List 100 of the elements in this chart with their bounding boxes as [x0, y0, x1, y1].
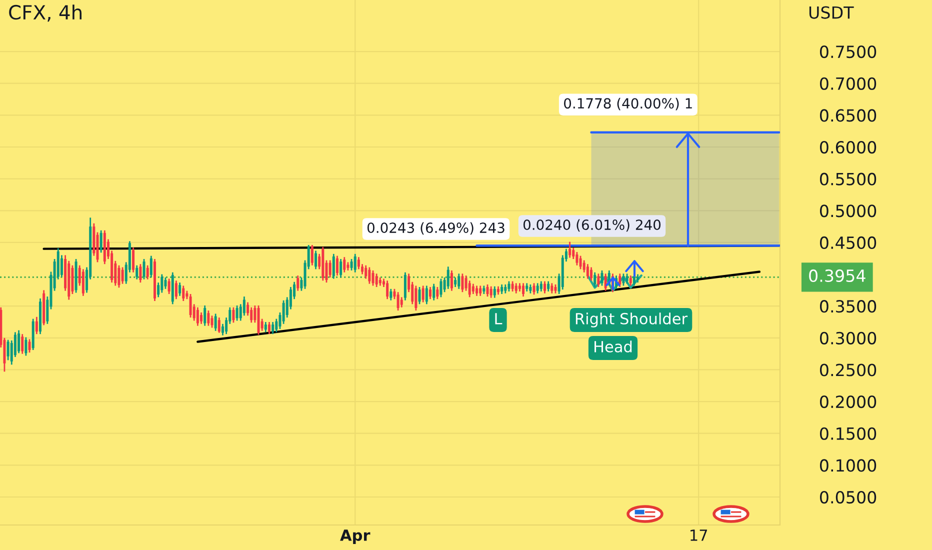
- y-tick-label: 0.2500: [820, 364, 876, 376]
- candlestick: [264, 321, 267, 333]
- candlestick: [629, 274, 632, 286]
- candlestick: [532, 282, 536, 296]
- annotation: Right Shoulder: [576, 312, 688, 328]
- ref-line-label: 0.3954: [809, 269, 866, 282]
- candlestick: [100, 230, 102, 254]
- y-tick-label: 0.1500: [820, 427, 876, 440]
- candlestick: [121, 266, 124, 285]
- candlestick: [372, 270, 374, 286]
- candlestick: [296, 274, 300, 292]
- annotation: 0.0243 (6.49%) 243: [367, 222, 504, 235]
- candlestick: [168, 278, 170, 295]
- annotation: 0.1778 (40.00%) 1: [564, 98, 692, 110]
- candlestick: [118, 264, 120, 288]
- candlestick: [132, 246, 135, 274]
- candlestick: [242, 296, 246, 316]
- candlestick: [272, 321, 274, 335]
- candlestick: [136, 264, 138, 280]
- y-tick-label: 0.0500: [820, 490, 876, 504]
- candlestick: [490, 286, 492, 299]
- candlestick: [508, 280, 510, 292]
- candlestick: [275, 318, 278, 333]
- candlestick: [400, 296, 403, 308]
- candlestick: [332, 253, 335, 280]
- candlestick: [164, 276, 167, 290]
- candlestick: [468, 280, 471, 298]
- candlestick: [139, 263, 142, 284]
- candlestick: [340, 258, 342, 278]
- y-axis-title: USDT: [809, 6, 854, 19]
- candlestick: [597, 272, 600, 288]
- candlestick: [232, 306, 235, 324]
- candlestick: [622, 272, 625, 286]
- candlestick: [28, 338, 31, 354]
- candlestick: [425, 285, 428, 305]
- candlestick: [204, 304, 206, 327]
- candlestick: [576, 251, 578, 266]
- candlestick: [218, 316, 220, 334]
- candlestick: [590, 266, 593, 282]
- candlestick: [328, 260, 332, 278]
- y-tick-label: 0.7000: [820, 77, 876, 90]
- candlestick: [432, 283, 436, 302]
- candlestick: [18, 330, 20, 354]
- candlestick: [540, 280, 542, 292]
- candlestick: [82, 268, 84, 297]
- chart-title: CFX, 4h: [9, 4, 82, 22]
- candlestick: [436, 286, 439, 300]
- candlestick: [386, 280, 389, 300]
- candlestick: [282, 300, 285, 325]
- y-tick-label: 0.7500: [820, 46, 876, 58]
- candlestick: [35, 316, 38, 335]
- candlestick: [543, 280, 546, 294]
- candlestick: [600, 270, 604, 286]
- candlestick: [250, 306, 253, 324]
- candlestick: [522, 282, 525, 298]
- candlestick: [446, 266, 450, 290]
- candlestick: [336, 255, 338, 276]
- y-tick-label: 0.1000: [820, 459, 876, 472]
- candlestick: [21, 333, 24, 355]
- y-tick-label: 0.5500: [820, 172, 876, 186]
- candlestick: [418, 286, 421, 305]
- candlestick: [486, 284, 489, 298]
- candlestick: [178, 282, 182, 297]
- candlestick: [375, 272, 378, 288]
- annotation: Head: [594, 340, 632, 352]
- candlestick: [550, 282, 554, 294]
- candlestick: [547, 280, 550, 292]
- candlestick: [586, 263, 589, 280]
- y-tick-label: 0.6000: [820, 140, 876, 154]
- y-tick-label: 0.6500: [820, 109, 876, 122]
- candlestick: [440, 278, 442, 298]
- candlestick: [207, 310, 210, 327]
- candlestick: [396, 291, 400, 312]
- candlestick: [150, 255, 152, 278]
- candlestick: [594, 272, 596, 288]
- candlestick: [343, 256, 346, 274]
- candlestick: [350, 258, 353, 272]
- candlestick: [210, 314, 214, 328]
- y-tick-label: 0.3000: [820, 332, 876, 344]
- candlestick: [568, 241, 572, 258]
- candlestick: [536, 282, 539, 294]
- x-tick-label: 17: [690, 530, 708, 541]
- candlestick: [160, 274, 164, 294]
- candlestick: [236, 304, 238, 322]
- candlestick: [414, 285, 418, 312]
- candlestick: [146, 264, 149, 280]
- candlestick: [6, 339, 10, 361]
- candlestick: [60, 254, 63, 278]
- candlestick: [514, 282, 518, 294]
- candlestick: [450, 270, 453, 292]
- candlestick: [214, 313, 217, 332]
- candlestick: [579, 255, 582, 270]
- candlestick: [390, 288, 392, 302]
- candlestick: [71, 264, 74, 295]
- candlestick: [454, 276, 457, 288]
- candlestick: [500, 284, 504, 295]
- y-tick-label: 0.4500: [820, 236, 876, 250]
- candlestick: [174, 280, 178, 300]
- annotation: L: [495, 313, 502, 324]
- candlestick: [196, 306, 199, 327]
